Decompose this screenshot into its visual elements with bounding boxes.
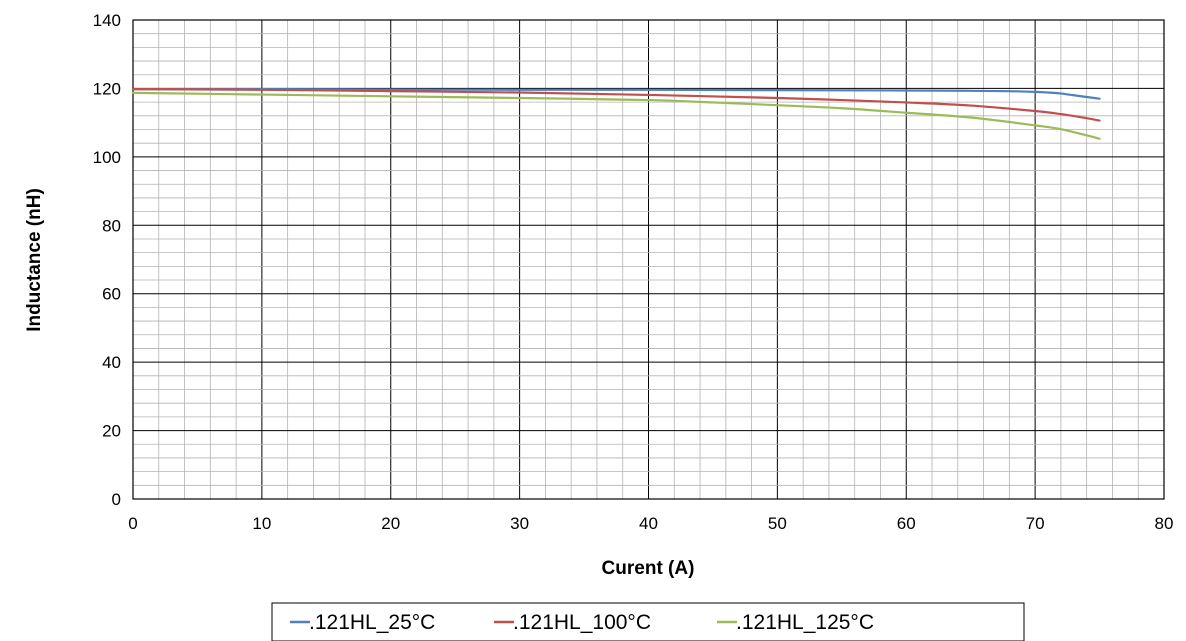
legend-box: [271, 602, 1025, 641]
x-tick-label: 0: [128, 514, 137, 533]
y-tick-label: 60: [102, 285, 121, 304]
y-tick-label: 100: [93, 148, 121, 167]
y-tick-label: 140: [93, 11, 121, 30]
y-tick-label: 40: [102, 353, 121, 372]
x-tick-label: 10: [252, 514, 271, 533]
legend: .121HL_25°C .121HL_100°C .121HL_125°C: [271, 602, 1025, 641]
series-lines: [131, 87, 1101, 140]
legend-label-1: .121HL_25°C: [309, 611, 435, 634]
series-line-3: [131, 91, 1101, 140]
x-tick-label: 50: [768, 514, 787, 533]
plot-area-border: [132, 19, 1165, 500]
y-tick-labels: 0 20 40 60 80 100 120 140: [93, 11, 121, 509]
y-tick-label: 80: [102, 216, 121, 235]
series-line-1: [131, 87, 1101, 100]
y-tick-label: 120: [93, 79, 121, 98]
x-axis-title: Curent (A): [602, 558, 695, 579]
y-axis-title: Inductance (nH): [24, 188, 45, 332]
x-tick-label: 60: [897, 514, 916, 533]
legend-label-3: .121HL_125°C: [736, 611, 874, 634]
chart-grid: [132, 19, 1165, 500]
x-tick-label: 70: [1026, 514, 1045, 533]
x-tick-label: 20: [381, 514, 400, 533]
legend-label-2: .121HL_100°C: [513, 611, 651, 634]
x-tick-label: 30: [510, 514, 529, 533]
y-tick-label: 20: [102, 422, 121, 441]
x-tick-labels: 0 10 20 30 40 50 60 70 80: [128, 514, 1173, 533]
x-tick-label: 80: [1155, 514, 1174, 533]
y-tick-label: 0: [112, 490, 121, 509]
x-tick-label: 40: [639, 514, 658, 533]
series-line-2: [131, 88, 1101, 122]
